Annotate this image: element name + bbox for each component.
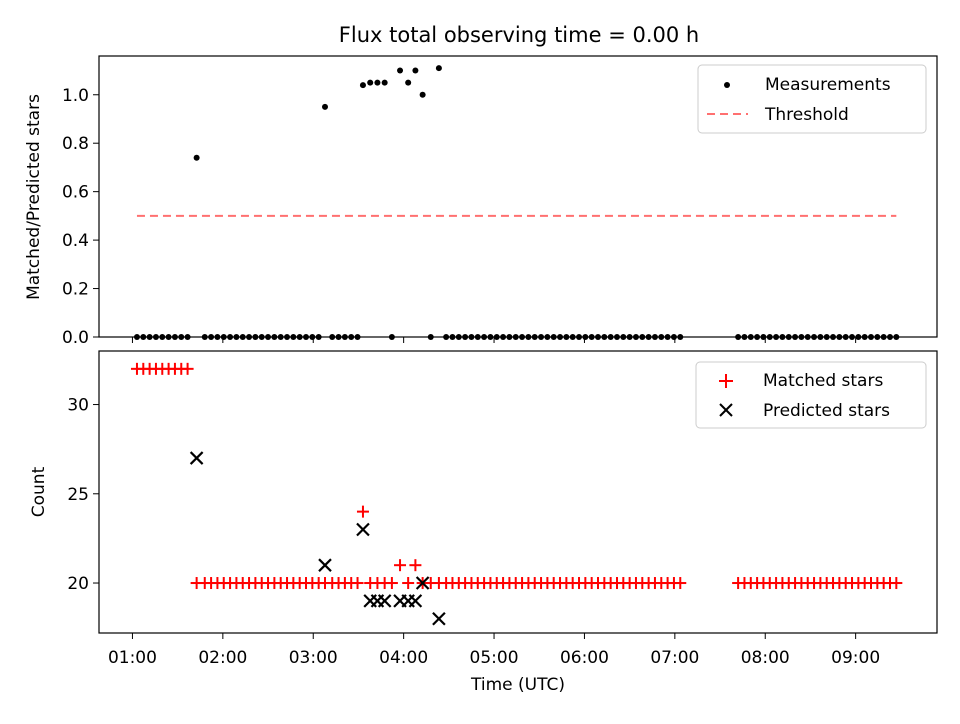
matched-star-point — [181, 362, 194, 375]
x-tick-label: 01:00 — [108, 648, 157, 668]
measurement-point — [435, 65, 442, 72]
x-tick-label: 05:00 — [470, 648, 519, 668]
x-tick-label: 04:00 — [379, 648, 428, 668]
chart-title: Flux total observing time = 0.00 h — [339, 23, 699, 47]
series-matched-stars — [130, 362, 903, 590]
predicted-star-point — [356, 522, 370, 537]
bottom-y-axis-label: Count — [29, 466, 49, 517]
legend-measurements-marker — [724, 82, 730, 88]
bottom-y-tick-label: 20 — [67, 574, 89, 594]
top-axes-frame — [98, 55, 938, 338]
top-y-tick-label: 0.0 — [62, 328, 89, 348]
legend-matched-marker — [719, 374, 733, 388]
matched-star-point — [409, 559, 422, 572]
bottom-y-tick-label: 25 — [67, 485, 89, 505]
bottom-ticks: 20 25 30 01:00 02:00 03:00 04:00 05:00 06:00 07:0… — [67, 396, 880, 668]
x-tick-label: 03:00 — [289, 648, 338, 668]
top-y-axis-label: Matched/Predicted stars — [24, 94, 44, 300]
bottom-legend-box — [695, 361, 927, 429]
measurement-point — [367, 79, 374, 86]
x-tick-label: 07:00 — [650, 648, 699, 668]
matched-star-point — [890, 577, 903, 590]
measurement-point — [412, 67, 419, 74]
top-y-tick-label: 1.0 — [62, 86, 89, 106]
legend-predicted-label: Predicted stars — [763, 401, 890, 421]
measurement-point — [359, 82, 366, 89]
top-y-tick-label: 0.4 — [62, 231, 89, 251]
top-panel: Matched/Predicted stars 0.0 0.2 0.4 0.6 0.8 1… — [24, 55, 938, 348]
bottom-y-tick-label: 30 — [67, 396, 89, 416]
top-y-tick-label: 0.2 — [62, 280, 89, 300]
measurement-point — [405, 79, 412, 86]
x-tick-label: 02:00 — [198, 648, 247, 668]
matched-star-point — [385, 577, 398, 590]
legend-predicted-marker — [719, 403, 733, 417]
series-predicted-stars — [189, 451, 446, 626]
top-y-tick-label: 0.6 — [62, 183, 89, 203]
predicted-star-point — [408, 594, 423, 608]
measurement-point — [374, 79, 381, 86]
x-axis-label: Time (UTC) — [470, 675, 565, 695]
predicted-star-point — [318, 558, 332, 572]
measurement-point — [193, 154, 200, 161]
top-legend-box — [697, 64, 927, 134]
matched-star-point — [394, 559, 407, 572]
legend-threshold-label: Threshold — [764, 105, 849, 125]
matched-star-point — [351, 577, 364, 590]
matched-star-point — [356, 505, 369, 518]
matched-star-point — [674, 577, 687, 590]
predicted-star-point — [415, 576, 430, 590]
top-legend: Measurements Threshold — [697, 64, 927, 134]
measurement-point — [397, 67, 404, 74]
measurement-point — [381, 79, 388, 86]
measurement-point — [321, 103, 328, 110]
bottom-plot-area — [130, 362, 903, 626]
top-y-tick-label: 0.8 — [62, 134, 89, 154]
x-tick-label: 06:00 — [560, 648, 609, 668]
predicted-star-point — [432, 611, 446, 626]
legend-matched-label: Matched stars — [763, 371, 883, 391]
bottom-panel: Count Time (UTC) 20 25 30 01:00 02:00 03:00 04… — [29, 350, 938, 695]
predicted-star-point — [377, 594, 392, 608]
bottom-legend: Matched stars Predicted stars — [695, 361, 927, 429]
legend-measurements-label: Measurements — [765, 75, 891, 95]
measurement-point — [419, 91, 426, 98]
predicted-star-point — [189, 451, 204, 465]
bottom-axes-frame — [98, 350, 938, 634]
x-tick-label: 09:00 — [831, 648, 880, 668]
matched-star-point — [402, 577, 415, 590]
x-tick-label: 08:00 — [741, 648, 790, 668]
